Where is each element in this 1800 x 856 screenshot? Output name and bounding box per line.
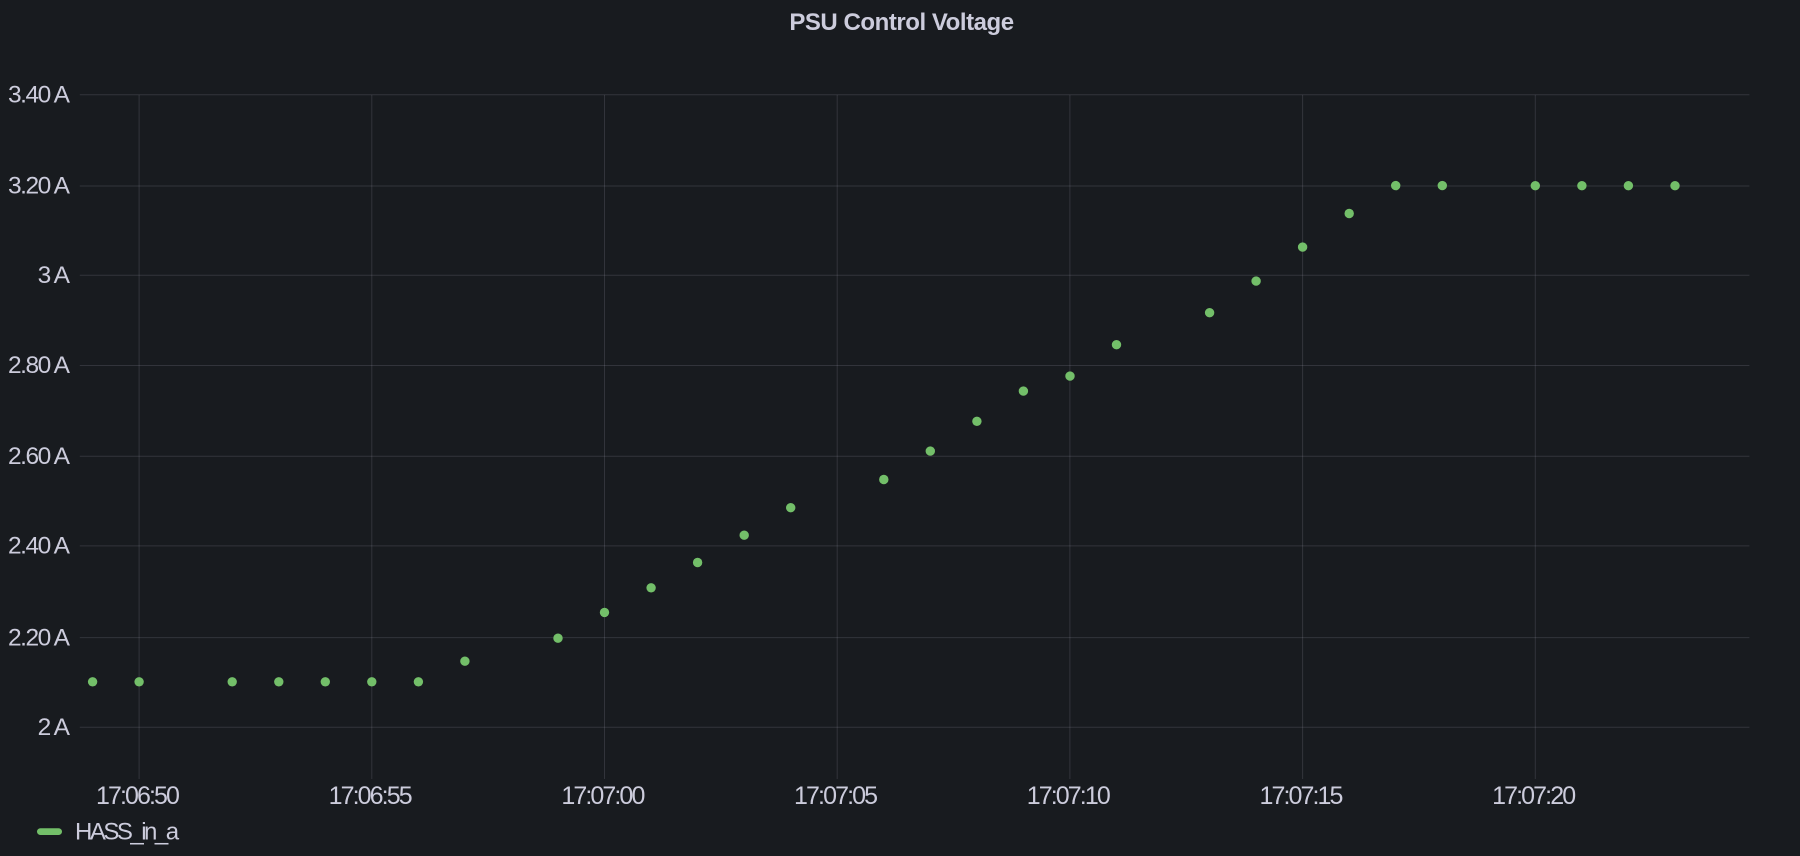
svg-text:17:06:50: 17:06:50	[96, 782, 179, 810]
svg-text:17:06:55: 17:06:55	[329, 782, 412, 810]
svg-text:17:07:15: 17:07:15	[1259, 782, 1342, 810]
svg-text:PSU Control Voltage: PSU Control Voltage	[789, 9, 1013, 36]
svg-text:3 A: 3 A	[38, 262, 71, 289]
svg-text:17:07:00: 17:07:00	[561, 782, 644, 810]
svg-text:HASS_in_a: HASS_in_a	[75, 819, 180, 846]
svg-text:3.40 A: 3.40 A	[8, 82, 71, 109]
svg-text:17:07:05: 17:07:05	[794, 782, 877, 810]
svg-text:2.80 A: 2.80 A	[8, 352, 71, 379]
svg-text:17:07:20: 17:07:20	[1492, 782, 1575, 810]
svg-text:2.60 A: 2.60 A	[8, 443, 71, 470]
svg-text:2 A: 2 A	[38, 714, 71, 741]
svg-text:2.40 A: 2.40 A	[8, 533, 71, 560]
svg-text:2.20 A: 2.20 A	[8, 624, 71, 651]
svg-text:3.20 A: 3.20 A	[8, 173, 71, 200]
svg-text:17:07:10: 17:07:10	[1027, 782, 1110, 810]
